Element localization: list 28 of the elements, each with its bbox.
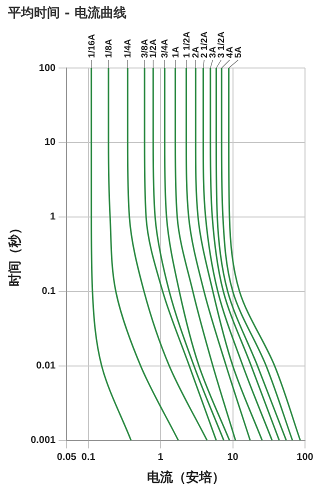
text: 2A	[190, 46, 201, 58]
text: 3/4A	[160, 38, 170, 58]
x-tick-label: 1	[158, 452, 164, 464]
text: 2 1/2A	[199, 30, 210, 58]
y-tick-label: 100	[38, 62, 56, 74]
text: 1/2A	[148, 38, 158, 58]
y-tick-label: 10	[44, 137, 56, 148]
y-axis-title: 时间（秒）	[8, 222, 24, 287]
text: 1/8A	[103, 38, 114, 58]
x-tick-label: 0.1	[81, 452, 96, 464]
y-tick-label: 0.1	[42, 286, 56, 298]
text: 1/16A	[86, 33, 96, 58]
y-tick-label: 1	[50, 212, 56, 223]
chart-title: 平均时间 - 电流曲线	[8, 4, 126, 22]
text: 1 1/2A	[181, 30, 192, 58]
text: 3A	[208, 46, 218, 58]
x-tick-label: 100	[296, 452, 314, 464]
y-tick-label: 0.001	[30, 435, 56, 446]
y-tick-label: 0.01	[36, 360, 56, 372]
x-tick-label: 10	[227, 452, 239, 464]
text: 3 1/2A	[216, 30, 226, 58]
text: 4A	[224, 46, 235, 58]
text: 1/4A	[122, 38, 133, 58]
text: 5A	[233, 46, 244, 58]
x-axis-title: 电流（安培）	[146, 470, 225, 486]
x-tick-label: 0.05	[56, 452, 77, 464]
text: 1A	[170, 46, 180, 58]
text: 3/8A	[140, 38, 150, 58]
